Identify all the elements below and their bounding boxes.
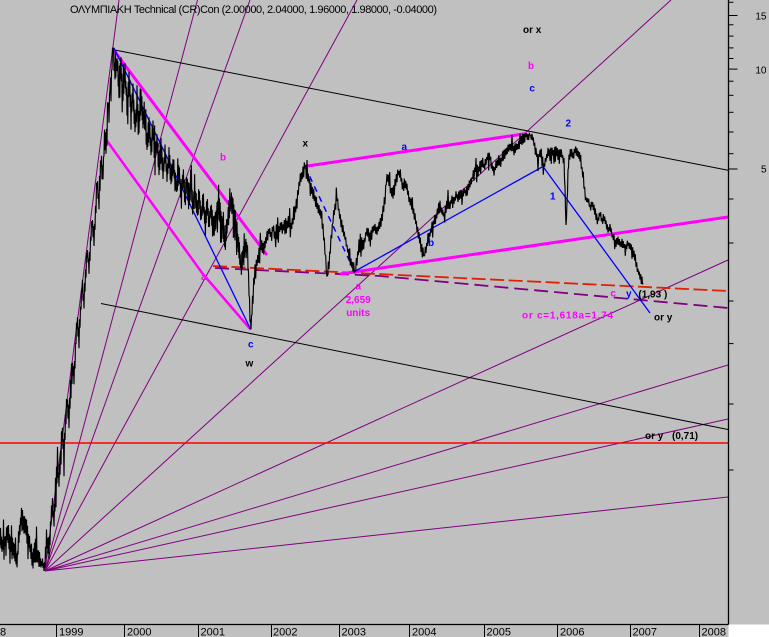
svg-text:2002: 2002 [273,627,297,637]
svg-text:2006: 2006 [560,627,584,637]
svg-text:2008: 2008 [702,627,726,637]
svg-text:2000: 2000 [127,627,151,637]
svg-text:b: b [428,238,434,249]
svg-text:or y: or y [654,313,673,324]
svg-text:c: c [248,340,254,351]
svg-text:or x: or x [523,25,542,36]
svg-text:or y: or y [645,431,664,442]
svg-text:x: x [303,139,309,150]
svg-text:b: b [220,153,226,164]
svg-text:b: b [528,61,534,72]
svg-text:8: 8 [0,627,6,637]
svg-text:a: a [402,142,408,153]
svg-text:(0,71): (0,71) [672,431,698,442]
svg-text:2004: 2004 [412,627,436,637]
svg-text:15: 15 [755,12,767,23]
svg-text:2: 2 [566,119,572,130]
svg-text:ΟΛΥΜΠΙΑΚΗ Technical (CR)Con (2: ΟΛΥΜΠΙΑΚΗ Technical (CR)Con (2.00000, 2.… [70,4,437,16]
svg-text:10: 10 [755,66,767,77]
svg-text:c: c [529,84,535,95]
svg-text:a: a [201,272,207,283]
svg-text:2003: 2003 [342,627,366,637]
svg-text:units: units [346,308,370,319]
svg-text:2005: 2005 [487,627,511,637]
svg-text:c: c [610,289,616,300]
svg-text:2,659: 2,659 [346,295,371,306]
svg-text:1: 1 [550,192,556,203]
svg-text:or c=1,618a=1,74: or c=1,618a=1,74 [522,311,613,322]
svg-text:2007: 2007 [633,627,657,637]
svg-text:1999: 1999 [59,627,83,637]
svg-text:a: a [356,282,362,293]
svg-text:2001: 2001 [201,627,225,637]
svg-text:w: w [245,359,254,370]
svg-text:5: 5 [761,165,767,176]
svg-text:(1,93 ): (1,93 ) [638,290,667,301]
svg-text:y: y [626,289,632,300]
